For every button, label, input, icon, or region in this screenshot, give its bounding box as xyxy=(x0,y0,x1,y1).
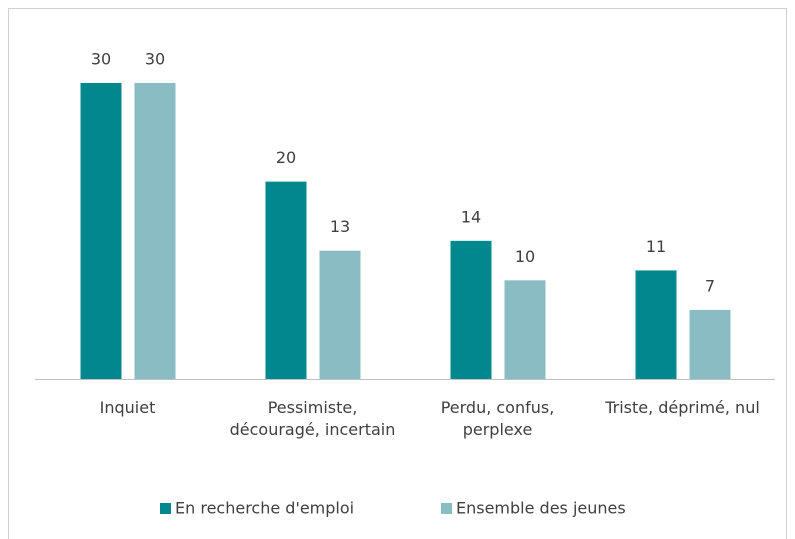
x-tick-label: Triste, déprimé, nul xyxy=(605,398,760,417)
legend-swatch xyxy=(441,503,452,514)
value-label: 10 xyxy=(515,247,535,266)
bar xyxy=(450,240,492,379)
bar xyxy=(265,181,307,379)
legend-swatch xyxy=(160,503,171,514)
frame xyxy=(8,8,787,539)
x-tick-label: Perdu, confus, perplexe xyxy=(440,398,555,439)
bar xyxy=(689,309,731,379)
bar xyxy=(80,82,122,379)
value-label: 30 xyxy=(145,49,165,68)
value-label: 7 xyxy=(705,276,715,295)
bar xyxy=(134,82,176,379)
legend-label: Ensemble des jeunes xyxy=(456,499,626,518)
bar xyxy=(504,280,546,379)
value-label: 20 xyxy=(276,148,296,167)
value-label: 30 xyxy=(91,49,111,68)
value-label: 14 xyxy=(461,207,481,226)
x-tick-label: Pessimiste, découragé, incertain xyxy=(229,398,396,439)
legend-label: En recherche d'emploi xyxy=(175,499,354,518)
value-label: 11 xyxy=(646,237,666,256)
value-label: 13 xyxy=(330,217,350,236)
bar xyxy=(319,250,361,379)
x-tick-label: Inquiet xyxy=(99,398,156,417)
bar xyxy=(635,270,677,379)
